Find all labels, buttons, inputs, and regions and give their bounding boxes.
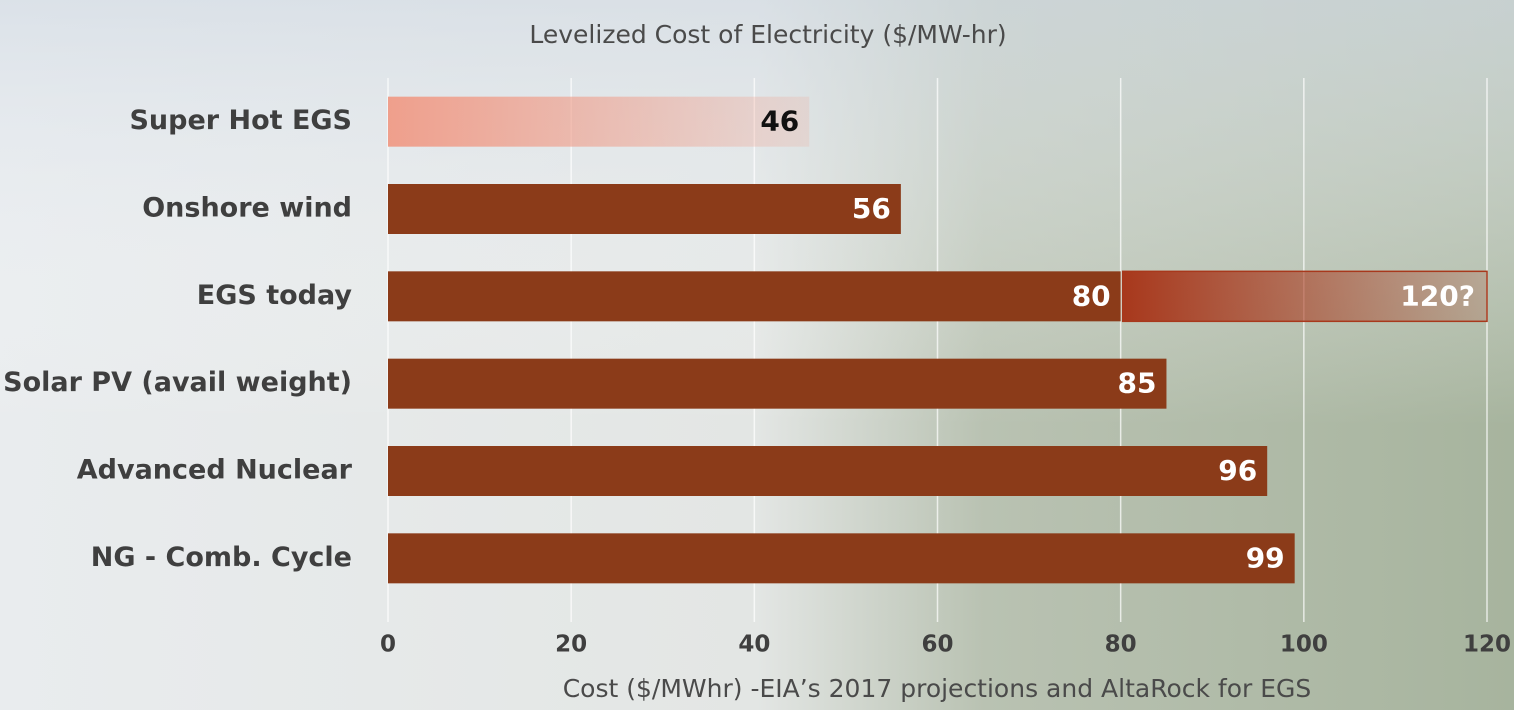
y-tick-label: Solar PV (avail weight): [3, 367, 352, 398]
chart-title: Levelized Cost of Electricity ($/MW-hr): [529, 20, 1006, 49]
x-tick-label: 60: [921, 632, 953, 658]
x-tick-label: 0: [380, 632, 396, 658]
page: Levelized Cost of Electricity ($/MW-hr) …: [0, 0, 1514, 710]
value-label: 46: [760, 105, 799, 138]
bar: [388, 533, 1295, 583]
y-tick-label: Onshore wind: [142, 193, 352, 224]
value-label: 56: [852, 192, 891, 225]
x-tick-label: 100: [1280, 632, 1328, 658]
y-tick-label: Advanced Nuclear: [77, 455, 353, 486]
x-tick-label: 40: [738, 632, 770, 658]
bar: [388, 446, 1267, 496]
x-tick-label: 120: [1463, 632, 1511, 658]
bar: [388, 359, 1166, 409]
y-tick-label: NG - Comb. Cycle: [91, 542, 352, 573]
value-label: 80: [1072, 279, 1111, 312]
value-label: 85: [1117, 367, 1156, 400]
upper-value-label: 120?: [1400, 279, 1475, 312]
chart: Levelized Cost of Electricity ($/MW-hr) …: [0, 0, 1514, 710]
y-tick-label: Super Hot EGS: [129, 105, 352, 136]
x-axis-label: Cost ($/MWhr) -EIA’s 2017 projections an…: [563, 674, 1312, 703]
value-label: 96: [1218, 454, 1257, 487]
x-tick-label: 20: [555, 632, 587, 658]
x-tick-label: 80: [1105, 632, 1137, 658]
value-label: 99: [1246, 541, 1285, 574]
y-tick-label: EGS today: [197, 280, 353, 311]
bar: [388, 184, 901, 234]
bar: [388, 97, 809, 147]
bar: [388, 271, 1121, 321]
